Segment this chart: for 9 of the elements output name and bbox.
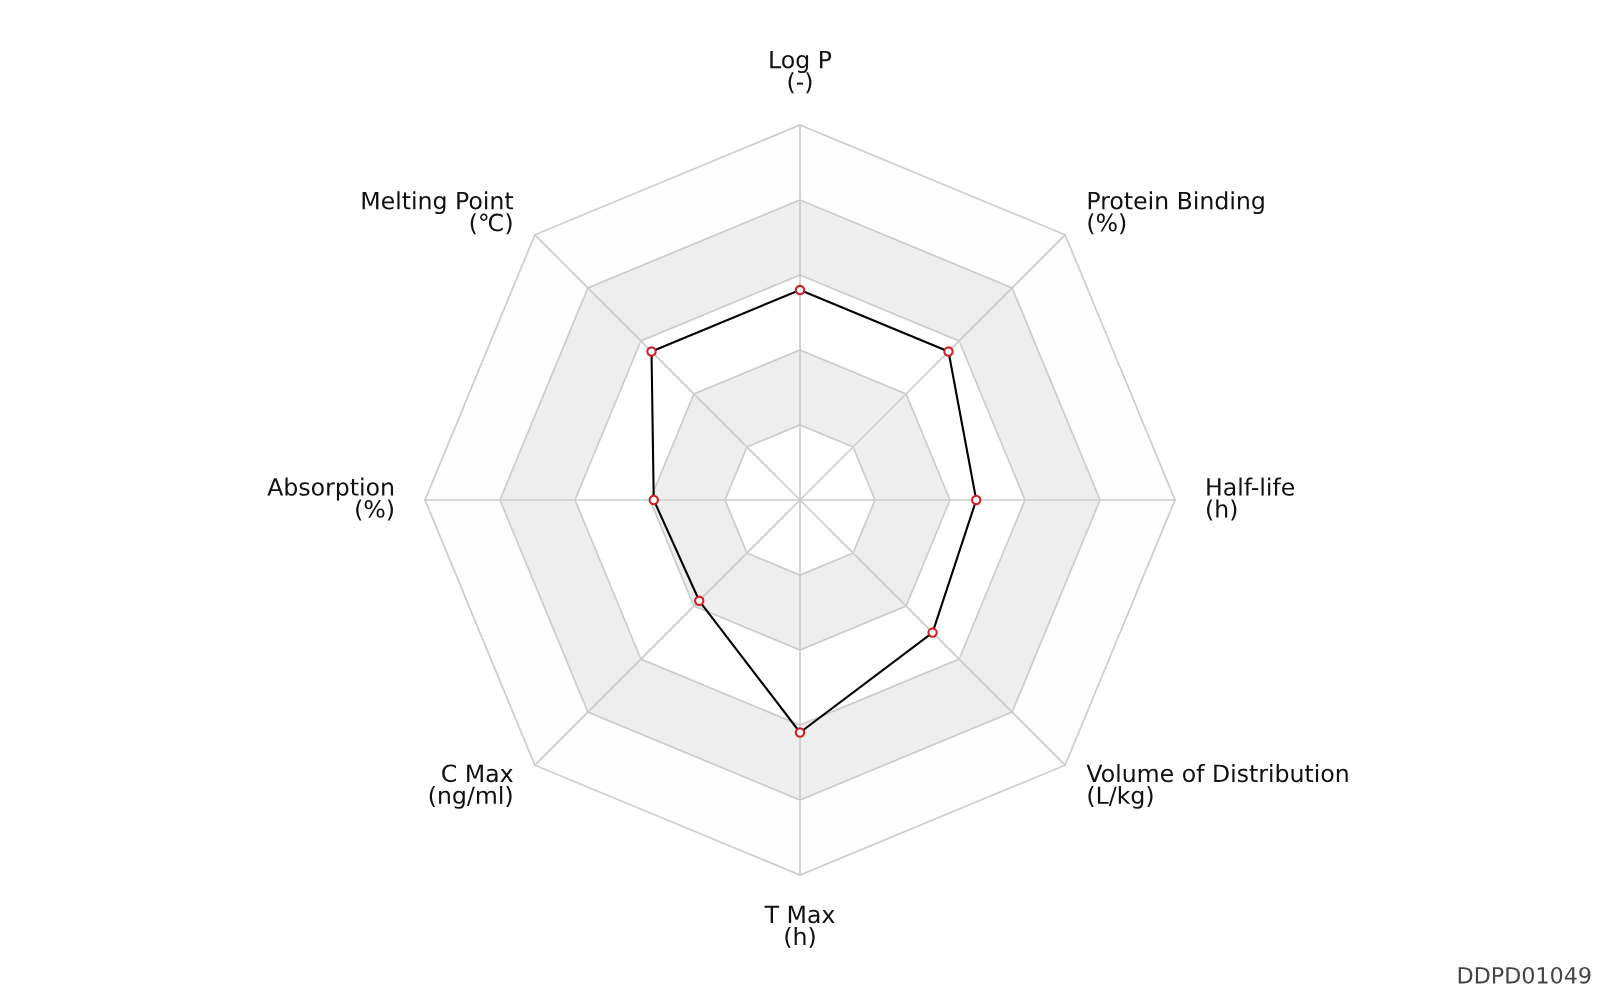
spoke-label: Log P (-) [770,50,832,94]
spoke-label: Protein Binding (%) [1088,191,1264,235]
spoke-label: Volume of Distribution (L/kg) [1086,763,1348,809]
spoke-label: Absorption (%) [267,477,393,521]
spoke-label: T Max (h) [764,905,835,949]
spoke-label: Melting Point (℃) [362,191,514,235]
text: DDPD01049 [1458,966,1591,984]
spoke-label: C Max (ng/ml) [429,764,513,809]
spoke-label: Half-life (h) [1207,477,1295,521]
